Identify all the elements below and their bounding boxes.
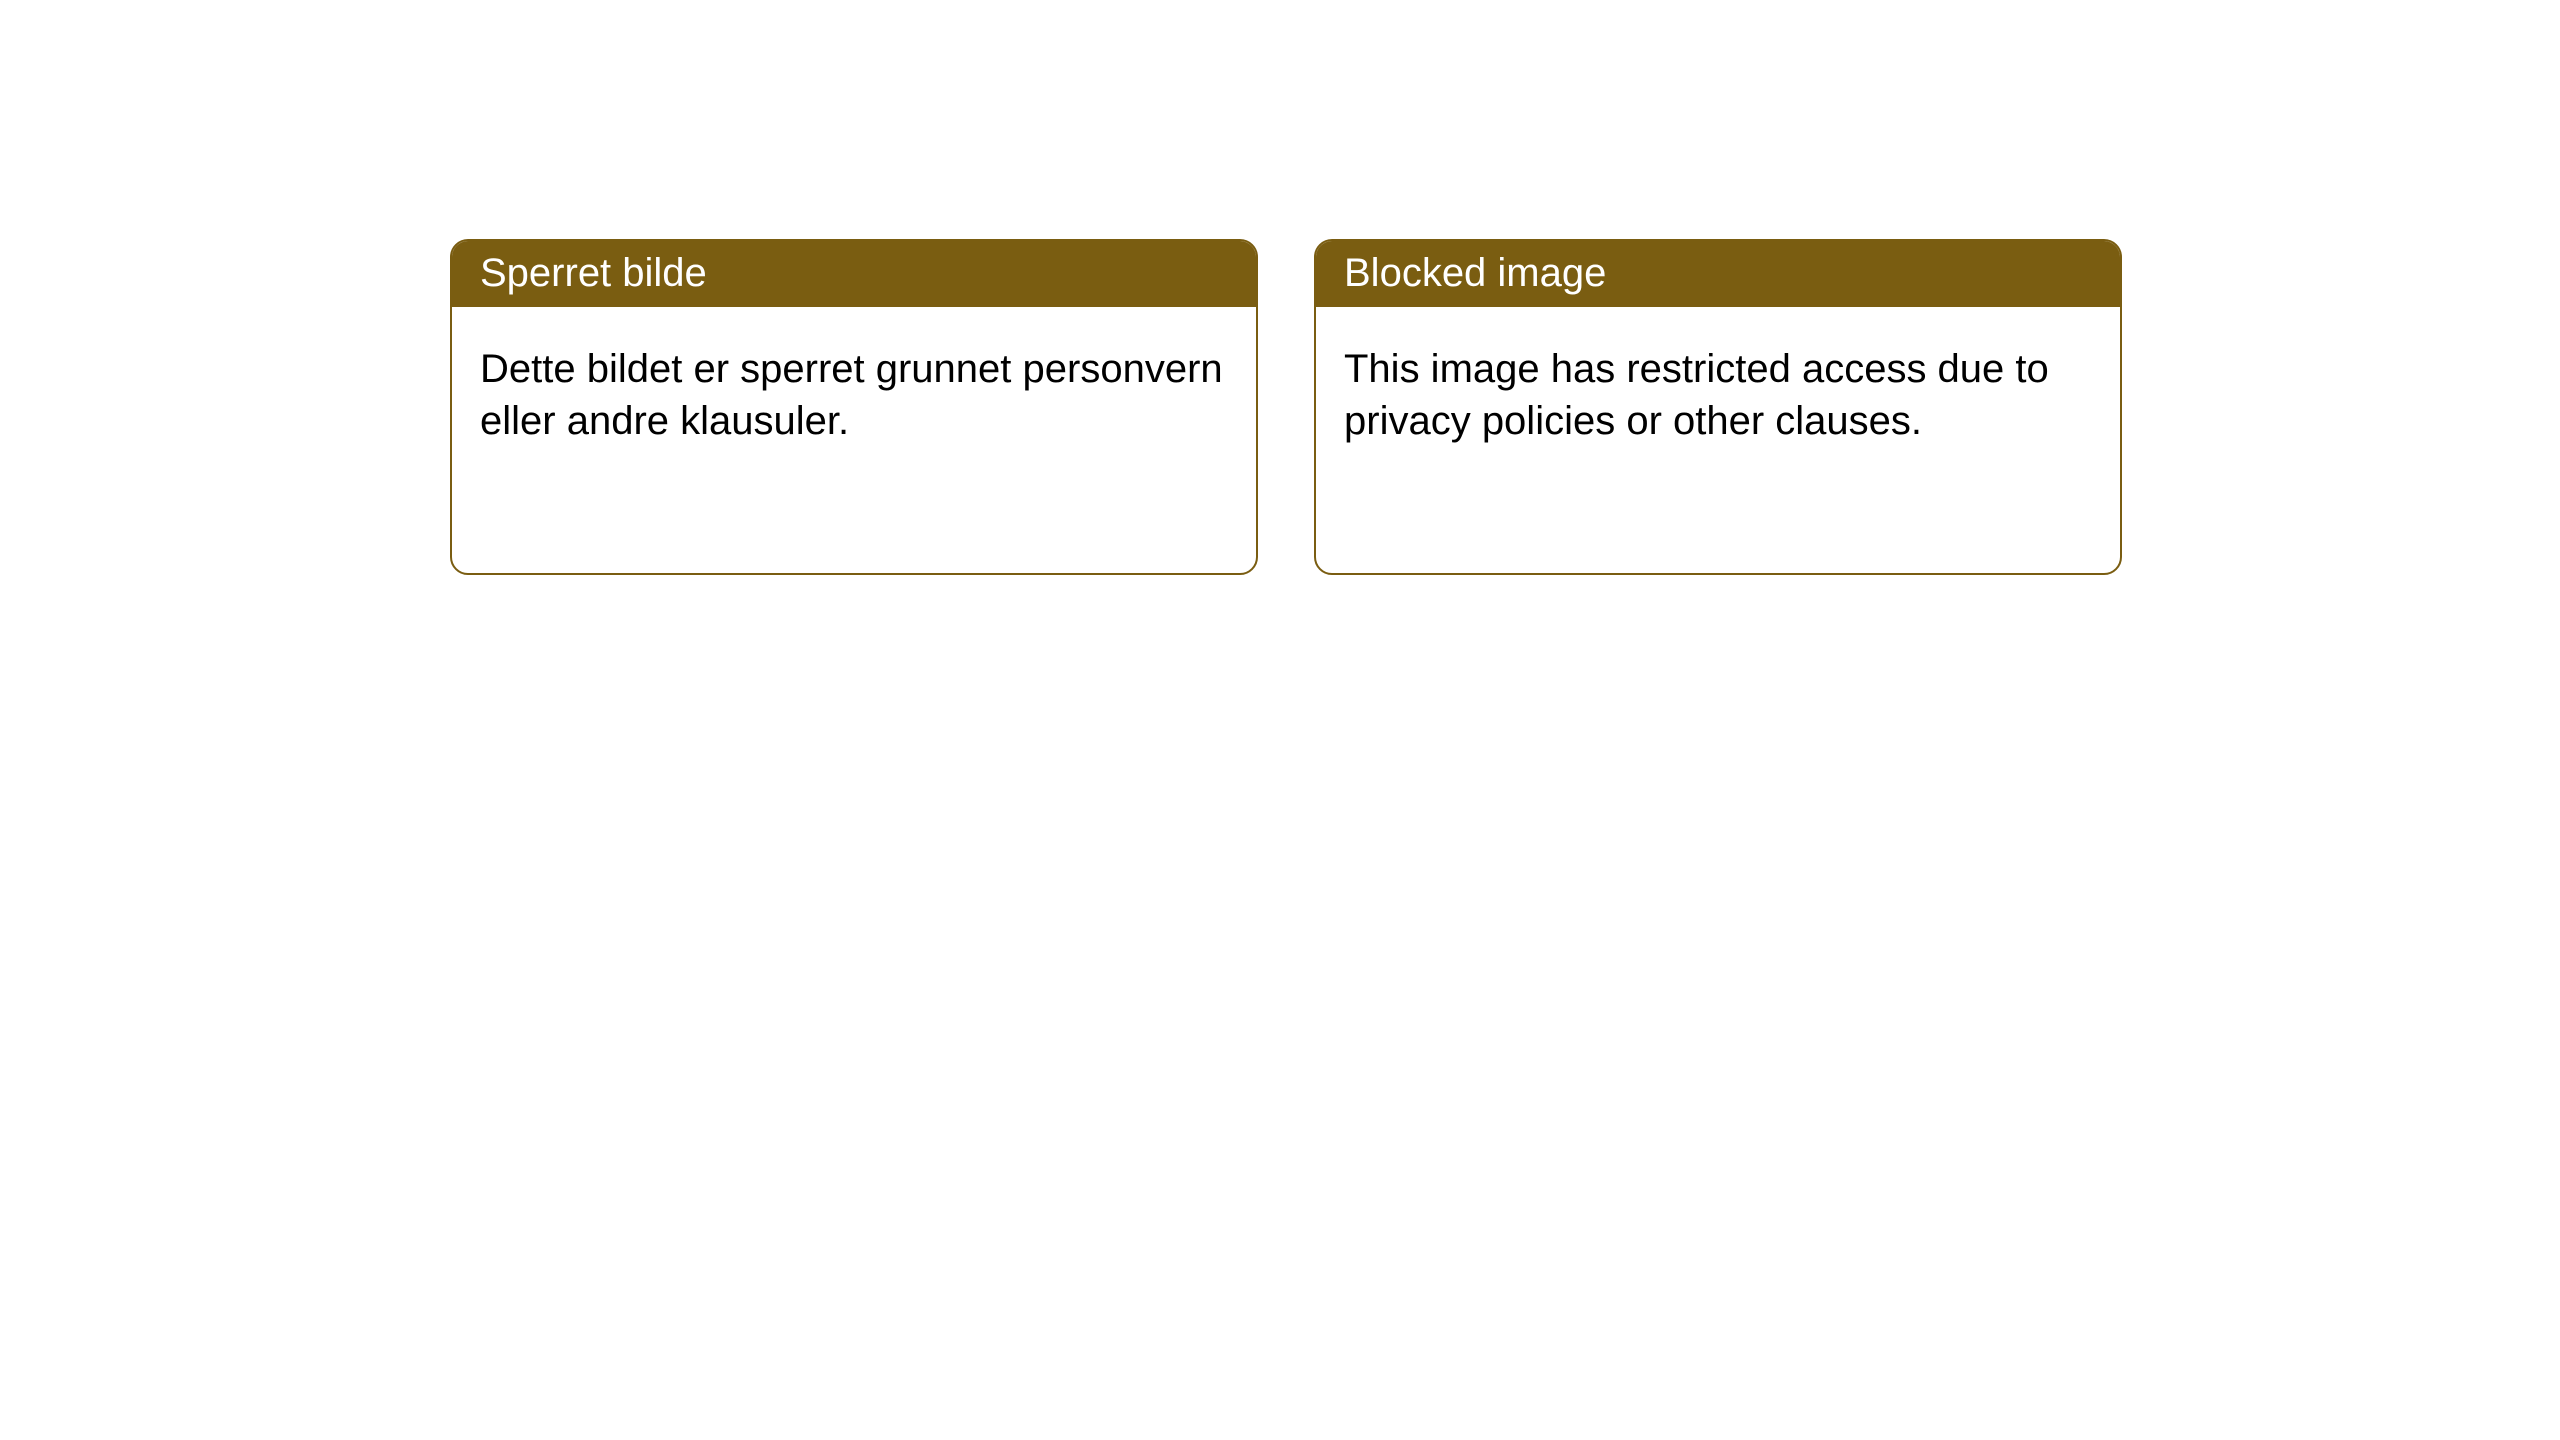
notice-container: Sperret bilde Dette bildet er sperret gr…: [0, 0, 2560, 575]
notice-header: Blocked image: [1316, 241, 2120, 307]
notice-card-english: Blocked image This image has restricted …: [1314, 239, 2122, 575]
notice-body: This image has restricted access due to …: [1316, 307, 2120, 475]
notice-card-norwegian: Sperret bilde Dette bildet er sperret gr…: [450, 239, 1258, 575]
notice-header: Sperret bilde: [452, 241, 1256, 307]
notice-body: Dette bildet er sperret grunnet personve…: [452, 307, 1256, 475]
